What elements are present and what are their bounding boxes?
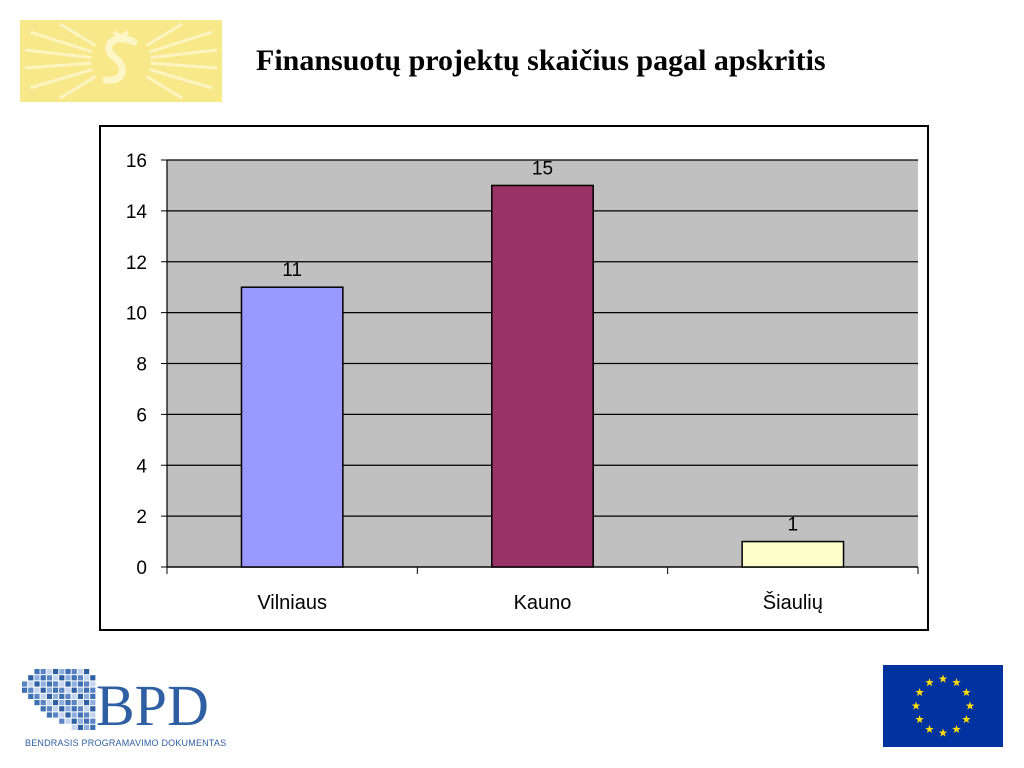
lithuania-map-mosaic-icon: BPD bbox=[22, 669, 209, 738]
bar-kauno bbox=[491, 184, 594, 568]
x-category-label: Šiaulių bbox=[763, 591, 823, 614]
eu-star-icon bbox=[952, 724, 961, 734]
y-tick-label: 0 bbox=[136, 558, 147, 579]
sun-s-logo-icon bbox=[20, 20, 222, 102]
eu-star-icon bbox=[938, 728, 948, 737]
y-tick-label: 4 bbox=[136, 456, 147, 477]
slide-title: Finansuotų projektų skaičius pagal apskr… bbox=[256, 44, 826, 77]
eu-star-icon bbox=[965, 701, 975, 710]
data-label: 11 bbox=[282, 260, 302, 281]
x-category-label: Kauno bbox=[514, 592, 572, 614]
y-tick-label: 12 bbox=[126, 253, 147, 274]
x-category-label: Vilniaus bbox=[257, 592, 327, 614]
bar-vilniaus bbox=[240, 286, 344, 568]
eu-flag bbox=[883, 665, 1003, 747]
eu-star-icon bbox=[911, 701, 921, 710]
eu-star-icon bbox=[915, 715, 924, 724]
eu-star-icon bbox=[952, 678, 961, 687]
y-tick-label: 10 bbox=[126, 304, 147, 325]
eu-star-icon bbox=[962, 715, 971, 724]
chart-frame: 0 2 4 6 8 10 12 14 16 11 Vilniaus 15 Kauno 1 Šiaulių bbox=[99, 125, 929, 631]
top-left-logo bbox=[20, 20, 222, 102]
eu-star-icon bbox=[938, 674, 948, 683]
eu-flag-icon bbox=[883, 665, 1003, 747]
bpd-logo-caption: BENDRASIS PROGRAMAVIMO DOKUMENTAS bbox=[25, 738, 227, 748]
eu-star-icon bbox=[962, 688, 971, 697]
bpd-logo: BPD bbox=[18, 663, 228, 751]
data-label: 1 bbox=[788, 515, 799, 536]
eu-star-icon bbox=[925, 678, 934, 687]
bar-šiaulių bbox=[741, 540, 845, 568]
bar-chart: 0 2 4 6 8 10 12 14 16 11 Vilniaus 15 Kauno 1 Šiaulių bbox=[126, 151, 919, 614]
bpd-logo-text: BPD bbox=[96, 673, 209, 738]
eu-star-icon bbox=[925, 724, 934, 734]
y-tick-label: 6 bbox=[136, 405, 147, 426]
y-tick-label: 14 bbox=[126, 202, 148, 223]
data-label: 15 bbox=[532, 158, 553, 179]
eu-star-icon bbox=[915, 688, 924, 697]
map-mosaic bbox=[22, 669, 96, 730]
y-tick-label: 16 bbox=[126, 151, 147, 172]
y-tick-label: 8 bbox=[136, 355, 147, 376]
y-tick-label: 2 bbox=[136, 507, 147, 528]
